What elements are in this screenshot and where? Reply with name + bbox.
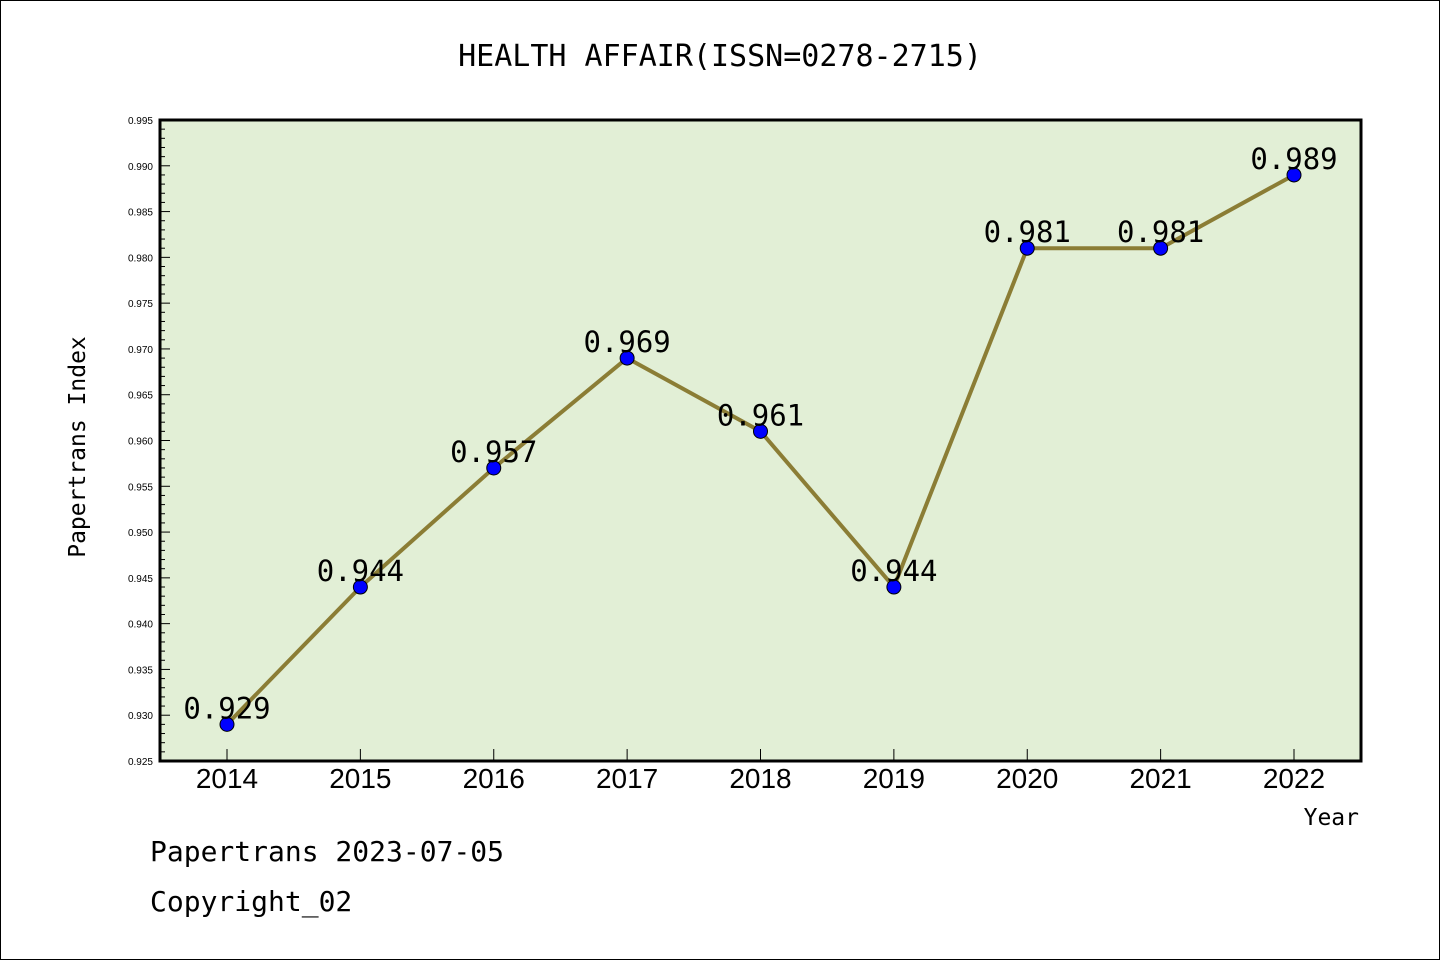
y-tick-label: 0.950 (128, 528, 153, 539)
data-point-marker (753, 423, 768, 439)
data-point-marker (1019, 240, 1035, 256)
data-label: 0.944 (850, 554, 937, 588)
data-point-marker (1286, 167, 1302, 183)
series-line-group: 0.929 0.944 0.957 0.969 0.961 0.944 0.981 0.981… (183, 142, 1338, 732)
y-tick-label: 0.985 (128, 208, 153, 219)
y-tick-label: 0.970 (128, 345, 153, 356)
x-tick-label: 2022 (1263, 763, 1325, 794)
data-point-marker (352, 579, 368, 595)
data-label: 0.944 (317, 554, 404, 588)
y-tick-label: 0.990 (128, 162, 153, 173)
x-tick-label: 2016 (463, 763, 525, 794)
x-tick-label: 2017 (596, 763, 658, 794)
x-axis: 2014 2015 2016 2017 2018 2019 2020 2021 2022 (196, 749, 1325, 794)
data-point-marker (219, 716, 235, 732)
data-point-marker (886, 579, 902, 595)
y-tick-label: 0.955 (128, 482, 153, 493)
data-label: 0.981 (1117, 215, 1204, 249)
y-tick-label: 0.930 (128, 711, 153, 722)
data-label: 0.957 (450, 435, 537, 469)
y-axis: 0.925 0.930 0.935 0.940 0.945 0.950 0.955 0.960… (128, 116, 170, 768)
data-point-marker (1153, 240, 1169, 256)
footer-copyright: Copyright_02 (150, 885, 353, 918)
y-tick-label: 0.980 (128, 253, 153, 264)
x-tick-label: 2021 (1129, 763, 1191, 794)
plot-area (158, 118, 1363, 763)
data-point-marker (619, 350, 635, 366)
x-tick-label: 2019 (863, 763, 925, 794)
x-tick-label: 2018 (729, 763, 791, 794)
x-tick-label: 2015 (329, 763, 391, 794)
y-axis-label: Papertrans Index (65, 336, 91, 558)
y-tick-label: 0.965 (128, 391, 153, 402)
x-axis-label: Year (1304, 805, 1359, 831)
y-tick-label: 0.960 (128, 437, 153, 448)
y-tick-label: 0.940 (128, 620, 153, 631)
x-tick-label: 2020 (996, 763, 1058, 794)
chart-title: HEALTH AFFAIR(ISSN=0278-2715) (458, 39, 982, 74)
data-label: 0.961 (717, 398, 804, 432)
x-tick-label: 2014 (196, 763, 258, 794)
data-label: 0.989 (1250, 142, 1337, 176)
y-tick-label: 0.975 (128, 299, 153, 310)
y-tick-label: 0.925 (128, 757, 153, 768)
data-point-marker (486, 460, 502, 476)
data-label: 0.929 (183, 691, 270, 725)
data-label: 0.981 (984, 215, 1071, 249)
y-tick-label: 0.935 (128, 665, 153, 676)
data-label: 0.969 (583, 325, 670, 359)
y-tick-label: 0.945 (128, 574, 153, 585)
y-tick-label: 0.995 (128, 116, 153, 127)
footer-date: Papertrans 2023-07-05 (150, 835, 505, 868)
